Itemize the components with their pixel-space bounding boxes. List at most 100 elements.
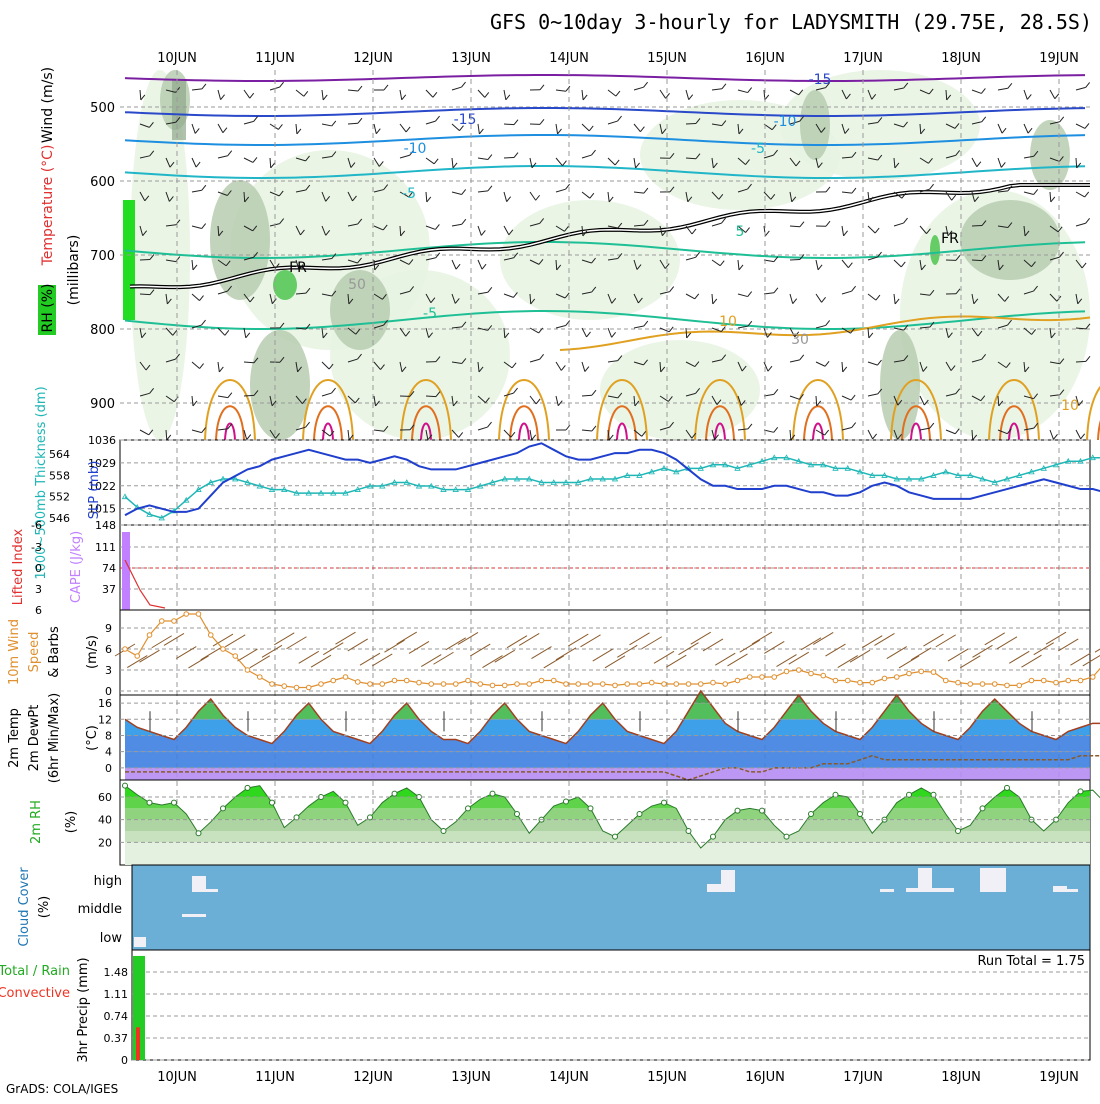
rh2m-marker (809, 812, 814, 817)
wind10-speed-marker (1005, 683, 1010, 688)
pressure-tick-800: 800 (90, 323, 115, 338)
contour-label-12: 10 (1061, 398, 1079, 414)
wind10-speed-marker (882, 676, 887, 681)
wind10-speed-marker (331, 678, 336, 683)
wind10-speed-marker (600, 682, 605, 687)
wind10-speed-marker (441, 682, 446, 687)
rh-shade-11 (960, 200, 1060, 280)
contour-label-1: -15 (454, 112, 477, 128)
li-tick-2: 0 (35, 562, 42, 575)
wind-barb (530, 294, 531, 304)
wind10-barb (483, 656, 503, 668)
slp-ylabel-slp: SLP (mb) (87, 461, 102, 520)
rh2m-marker (662, 800, 667, 805)
rh2m-marker (392, 791, 397, 796)
temp2m-ylabel-b: 2m DewPt (27, 705, 42, 772)
precip-conv-bar-0 (136, 1027, 140, 1060)
temp2m-tick-16: 16 (98, 697, 112, 710)
wind-barb (140, 294, 150, 295)
rh2m-marker (858, 812, 863, 817)
wind10-barb (985, 633, 1005, 645)
rh-moist-spot-2 (930, 235, 940, 265)
wind10-barb (311, 655, 331, 667)
contour-label-11: FR (941, 231, 959, 247)
wind10-barb (666, 655, 686, 667)
wind10-speed-marker (784, 669, 789, 674)
wind10-speed-marker (919, 669, 924, 674)
wind10-speed-marker (1017, 683, 1022, 688)
wind10-tick-0: 0 (105, 685, 112, 698)
wind10-speed-marker (221, 647, 226, 652)
rh2m-marker (735, 808, 740, 813)
wind10-speed-marker (735, 678, 740, 683)
wind10-speed-marker (968, 682, 973, 687)
rh2m-marker (515, 812, 520, 817)
wind10-barb (336, 632, 356, 644)
cape-tick-74: 74 (102, 562, 116, 575)
wind10-barb (532, 647, 552, 659)
wind10-speed-marker (772, 675, 777, 680)
top-day-label-11JUN: 11JUN (255, 51, 295, 66)
rh2m-marker (931, 792, 936, 797)
rh2m-marker (368, 815, 373, 820)
wind10-speed-marker (821, 673, 826, 678)
rh2m-marker (564, 799, 569, 804)
wind10-barb (691, 632, 711, 644)
wind-barb (790, 259, 800, 260)
wind10-speed-marker (992, 682, 997, 687)
wind10-speed-marker (196, 612, 201, 617)
temp-band-0 (120, 768, 1090, 780)
cloud-block-4 (707, 884, 721, 892)
rh2m-marker (147, 800, 152, 805)
rh-band-2 (120, 820, 1090, 831)
wind10-speed-marker (453, 682, 458, 687)
rh-shade-14 (250, 330, 310, 440)
contour-label-14: 50 (348, 277, 366, 293)
rh-saturated-band (123, 200, 135, 320)
wind10-speed-marker (931, 670, 936, 675)
rh2m-marker (172, 800, 177, 805)
cape-tick-37: 37 (102, 583, 116, 596)
contour-label-13: 30 (791, 332, 809, 348)
wind-barb (426, 396, 436, 397)
wind-barb (946, 90, 947, 100)
wind10-speed-marker (662, 682, 667, 687)
wind10-speed-marker (294, 685, 299, 690)
wind10-barb (274, 633, 294, 645)
wind10-barb (1022, 655, 1042, 667)
cloud-block-10 (980, 868, 1006, 892)
wind10-barb (201, 648, 221, 660)
wind10-speed-marker (956, 680, 961, 685)
wind10-speed-marker (576, 682, 581, 687)
wind10-barb (1034, 643, 1054, 655)
wind10-speed-marker (1041, 678, 1046, 683)
cloud-tick-middle: middle (78, 902, 122, 917)
wind10-speed-marker (490, 683, 495, 688)
rh2m-marker (784, 834, 789, 839)
wind10-barb (238, 649, 258, 661)
rh2m-marker (980, 806, 985, 811)
li-tick-1: -3 (31, 541, 42, 554)
wind10-speed-marker (1054, 680, 1059, 685)
wind-barb (244, 395, 254, 396)
wind10-speed-marker (417, 680, 422, 685)
wind10-speed-marker (135, 654, 140, 659)
wind10-barb (470, 644, 490, 656)
wind10-speed-marker (257, 675, 262, 680)
pressure-tick-700: 700 (90, 249, 115, 264)
bottom-day-label-19JUN: 19JUN (1039, 1070, 1079, 1085)
wind-barb (972, 260, 982, 261)
precip-tick-1: 1.11 (104, 988, 129, 1001)
wind10-speed-marker (392, 678, 397, 683)
wind10-speed-marker (380, 682, 385, 687)
cloud-block-3 (182, 914, 206, 917)
top-day-label-17JUN: 17JUN (843, 51, 883, 66)
precip-ylabel-convective: Convective (0, 986, 70, 1001)
top-day-label-14JUN: 14JUN (549, 51, 589, 66)
contour-label-7: 5 (736, 224, 745, 240)
bottom-day-label-18JUN: 18JUN (941, 1070, 981, 1085)
temp2m-tick-12: 12 (98, 713, 112, 726)
upper-ylabel-rh: RH (%) (40, 284, 56, 333)
wind10-speed-marker (208, 633, 213, 638)
top-day-label-16JUN: 16JUN (745, 51, 785, 66)
